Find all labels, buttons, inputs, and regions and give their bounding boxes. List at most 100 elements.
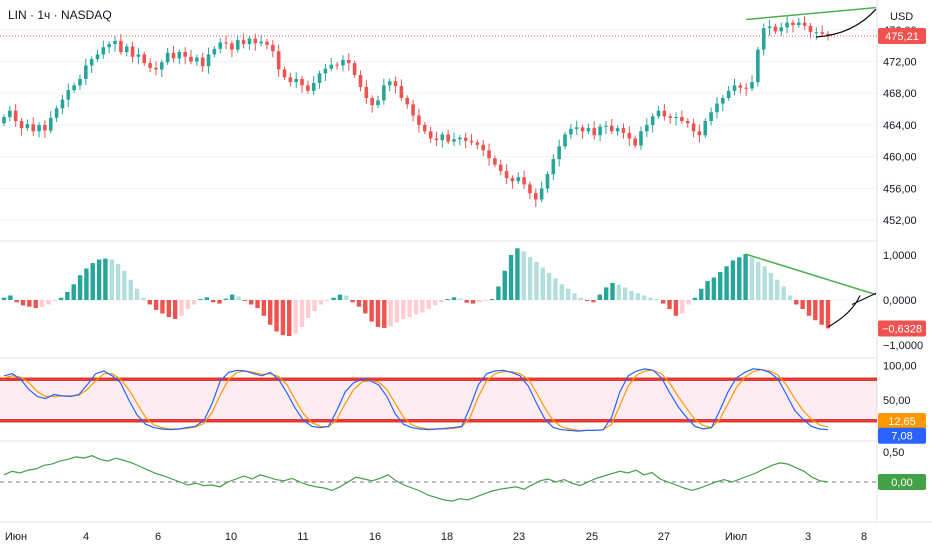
macd-histogram-bar (756, 261, 761, 300)
candle-body (481, 144, 486, 151)
macd-histogram-bar (172, 300, 178, 319)
last-price-badge: 475,21 (878, 28, 926, 45)
macd-histogram-bar (432, 300, 438, 306)
candle-body (19, 121, 24, 129)
time-axis: Июн 4 6 10 11 16 18 23 25 27 Июл 3 8 (5, 531, 867, 543)
macd-histogram-bar (185, 300, 191, 309)
macd-value-badge-bg (878, 320, 926, 337)
macd-histogram-bar (8, 295, 13, 300)
macd-histogram-bar (508, 255, 514, 300)
macd-histogram-bar (470, 300, 476, 304)
macd-histogram-bar (344, 295, 349, 300)
macd-histogram-bar (673, 300, 679, 316)
candle-body (370, 98, 374, 106)
candle-body (317, 73, 322, 83)
candle-body (130, 46, 135, 57)
candle-body (113, 40, 117, 45)
candle-body (189, 56, 193, 62)
macd-histogram-bar (591, 300, 596, 303)
price-tick-label: 468,00 (883, 88, 917, 100)
macd-histogram-bar (198, 299, 203, 301)
price-pane[interactable] (0, 6, 877, 221)
candle-body (721, 98, 725, 104)
candle-body (48, 117, 53, 131)
currency-label[interactable]: USD (890, 11, 913, 23)
stoch-d-badge-bg (878, 412, 926, 429)
candle-body (8, 110, 12, 118)
osc-line (3, 455, 829, 502)
candle-body (335, 64, 339, 66)
macd-histogram-bar (616, 284, 622, 300)
candle-body (586, 128, 591, 132)
macd-histogram-bar (394, 300, 400, 323)
candle-body (551, 159, 556, 175)
candle-body (428, 131, 433, 139)
candle-body (516, 177, 521, 182)
candle-body (300, 78, 304, 86)
axes: 476,00472,00468,00464,00460,00456,00452,… (878, 25, 926, 490)
oscillator-pane[interactable] (0, 455, 877, 502)
macd-histogram-bar (496, 286, 501, 300)
macd-histogram-bar (90, 263, 95, 300)
candle-body (732, 85, 737, 91)
time-tick-label: Июн (5, 531, 27, 543)
freehand-drawing (816, 8, 877, 38)
macd-histogram-bar (451, 297, 457, 300)
time-tick-label: 18 (441, 531, 453, 543)
stoch-k-line (3, 368, 829, 432)
stochastic-pane[interactable] (0, 368, 877, 432)
candle-body (393, 81, 398, 87)
macd-histogram-bar (229, 294, 235, 300)
candle-body (2, 117, 6, 124)
candle-body (124, 46, 129, 52)
macd-histogram-bar (382, 300, 387, 328)
macd-histogram-bar (477, 300, 482, 303)
candle-body (78, 78, 82, 86)
trend-line-drawing (746, 6, 877, 21)
candle-body (715, 103, 719, 113)
candle-body (621, 128, 626, 133)
stoch-k-badge-text: 7,08 (891, 431, 912, 443)
macd-histogram-bar (458, 298, 463, 300)
macd-histogram-bar (369, 300, 374, 322)
price-tick-label: 472,00 (883, 57, 917, 69)
candle-body (25, 124, 30, 129)
candle-body (352, 63, 357, 75)
candle-body (206, 54, 211, 67)
macd-histogram-bar (692, 297, 698, 300)
candle-body (463, 137, 468, 141)
candle-body (709, 112, 713, 121)
candle-body (487, 150, 491, 159)
macd-histogram-bar (1, 297, 7, 300)
time-tick-label: 25 (586, 531, 598, 543)
macd-histogram-bar (293, 300, 298, 334)
macd-histogram-bar (806, 300, 812, 316)
candle-body (66, 90, 71, 100)
candle-body (341, 59, 345, 66)
macd-histogram-bar (153, 300, 159, 310)
macd-histogram-bar (775, 279, 780, 300)
time-tick-label: 10 (225, 531, 237, 543)
macd-histogram-bar (686, 300, 691, 305)
macd-histogram-bar (699, 288, 704, 300)
header-sep-2: · (50, 8, 61, 22)
candle-body (440, 134, 445, 141)
candle-body (399, 86, 404, 98)
candle-body (13, 110, 18, 121)
macd-histogram-bar (160, 300, 165, 314)
macd-histogram-bar (426, 300, 431, 309)
candle-body (387, 81, 392, 86)
macd-histogram-bar (483, 300, 488, 301)
candle-body (311, 82, 316, 91)
candle-body (195, 57, 199, 62)
osc-value-badge: 0,00 (878, 474, 926, 490)
macd-histogram-bar (255, 300, 260, 309)
time-tick-label: 23 (513, 531, 525, 543)
macd-pane[interactable] (0, 248, 877, 336)
candle-body (171, 52, 176, 59)
macd-histogram-bar (204, 297, 210, 300)
candle-body (218, 42, 223, 49)
macd-histogram-bar (134, 288, 140, 300)
macd-histogram-bar (166, 300, 172, 318)
candle-body (662, 110, 667, 117)
